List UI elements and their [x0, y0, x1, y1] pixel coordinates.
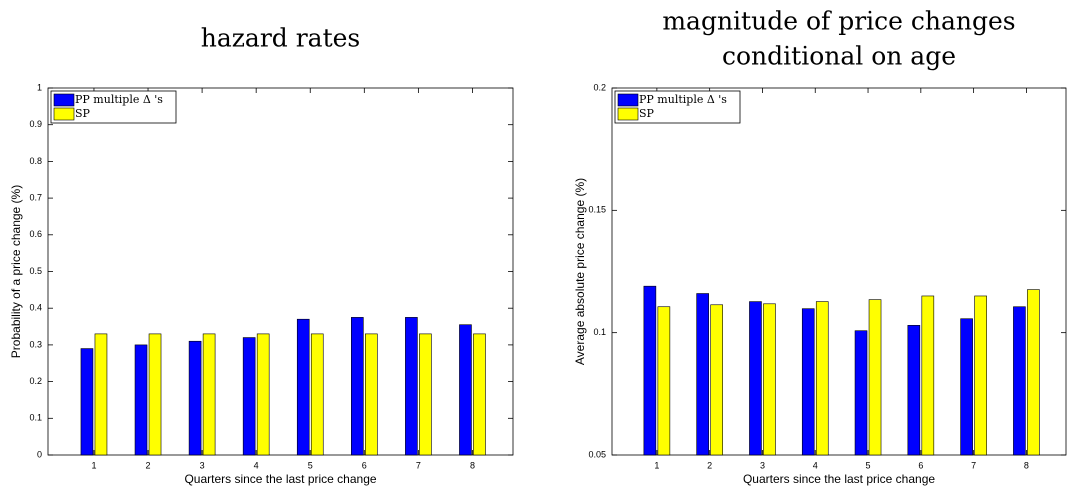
- axes-box: [47, 87, 514, 456]
- bar: [188, 340, 202, 456]
- bar: [643, 285, 657, 456]
- x-tick-label: 2: [146, 460, 151, 470]
- y-tick-label: 1: [37, 82, 42, 92]
- y-tick-label: 0.1: [29, 413, 42, 423]
- bar: [763, 303, 776, 456]
- chart-title: conditional on age: [722, 42, 956, 71]
- bar: [310, 333, 324, 456]
- y-tick-label: 0.05: [588, 449, 606, 459]
- legend-label: SP: [639, 107, 655, 120]
- chart-title: hazard rates: [201, 24, 361, 53]
- legend-label: SP: [75, 107, 91, 120]
- x-tick-label: 7: [971, 460, 976, 470]
- bar: [296, 318, 310, 456]
- bar: [94, 333, 108, 456]
- y-tick-label: 0.5: [29, 266, 42, 276]
- x-axis-label: Quarters since the last price change: [184, 472, 376, 486]
- x-tick-label: 5: [866, 460, 871, 470]
- bar: [242, 337, 256, 456]
- y-tick-label: 0.2: [29, 376, 42, 386]
- legend-swatch: [53, 107, 75, 121]
- legend-label: PP multiple Δ 's: [75, 93, 163, 106]
- legend-swatch: [53, 93, 75, 107]
- bar: [419, 333, 432, 456]
- bar: [960, 318, 973, 456]
- x-tick-label: 8: [470, 460, 475, 470]
- y-axis-label: Probability of a price change (%): [9, 185, 23, 358]
- y-tick-label: 0.8: [29, 156, 42, 166]
- x-tick-label: 5: [308, 460, 313, 470]
- bar: [1027, 289, 1040, 456]
- bar: [1013, 306, 1026, 456]
- bar: [405, 317, 418, 456]
- bar: [256, 333, 270, 456]
- y-tick-label: 0.4: [29, 303, 42, 313]
- bar: [459, 324, 472, 456]
- x-tick-label: 3: [760, 460, 765, 470]
- legend-label: PP multiple Δ 's: [639, 93, 727, 106]
- legend-swatch: [617, 107, 639, 121]
- x-tick-label: 2: [707, 460, 712, 470]
- bar: [657, 306, 671, 456]
- y-tick-label: 0.2: [593, 82, 606, 92]
- bar: [80, 348, 94, 456]
- bar: [815, 301, 829, 456]
- x-tick-label: 3: [200, 460, 205, 470]
- y-tick-label: 0.6: [29, 229, 42, 239]
- bar: [974, 295, 987, 456]
- x-tick-label: 6: [918, 460, 923, 470]
- bar: [749, 301, 762, 456]
- bar: [365, 333, 378, 456]
- bar: [854, 330, 868, 456]
- legend-swatch: [617, 93, 639, 107]
- x-tick-label: 7: [416, 460, 421, 470]
- bar: [148, 333, 162, 456]
- y-tick-label: 0.9: [29, 119, 42, 129]
- bar: [801, 308, 815, 456]
- x-axis-label: Quarters since the last price change: [743, 472, 935, 486]
- bar: [202, 333, 216, 456]
- bar: [134, 344, 148, 456]
- bar: [907, 325, 921, 456]
- y-tick-label: 0.1: [593, 327, 606, 337]
- chart-title: magnitude of price changes: [662, 7, 1015, 36]
- x-tick-label: 4: [254, 460, 259, 470]
- x-tick-label: 6: [362, 460, 367, 470]
- bar: [710, 304, 723, 456]
- y-tick-label: 0.7: [29, 192, 42, 202]
- x-tick-label: 1: [654, 460, 659, 470]
- y-tick-label: 0.15: [588, 205, 606, 215]
- bar: [921, 295, 935, 456]
- bar: [696, 293, 709, 456]
- x-tick-label: 8: [1024, 460, 1029, 470]
- bar: [868, 299, 882, 456]
- y-tick-label: 0.3: [29, 339, 42, 349]
- bar: [351, 317, 364, 456]
- y-axis-label: Average absolute price change (%): [573, 178, 587, 365]
- x-tick-label: 1: [91, 460, 96, 470]
- x-tick-label: 4: [813, 460, 818, 470]
- y-tick-label: 0: [37, 449, 42, 459]
- axes-box: [611, 87, 1067, 456]
- bar: [473, 333, 486, 456]
